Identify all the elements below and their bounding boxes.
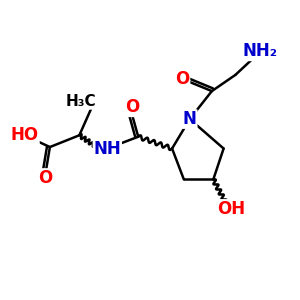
Text: O: O [125, 98, 140, 116]
Text: OH: OH [217, 200, 245, 218]
Text: H₃C: H₃C [65, 94, 96, 109]
Text: NH₂: NH₂ [243, 42, 278, 60]
Text: NH: NH [93, 140, 121, 158]
Text: O: O [175, 70, 190, 88]
Text: HO: HO [11, 126, 39, 144]
Text: O: O [38, 169, 52, 187]
Text: N: N [183, 110, 197, 128]
